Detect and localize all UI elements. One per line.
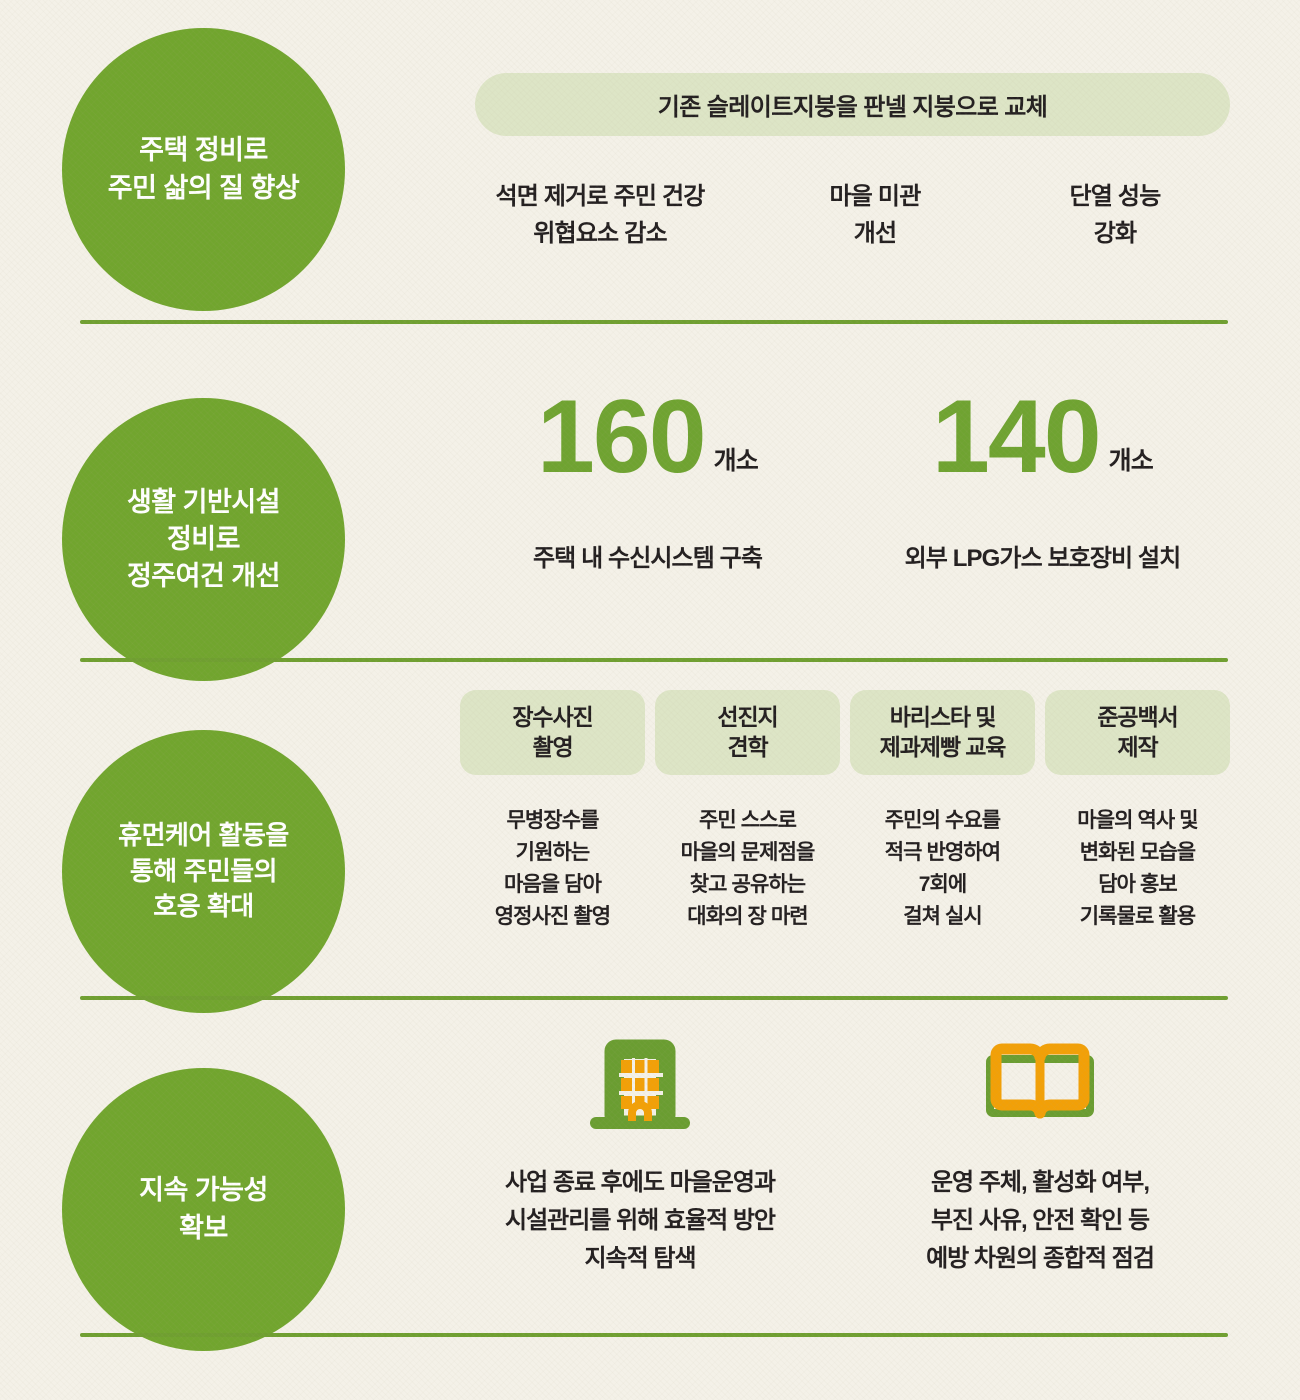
benefit-columns: 석면 제거로 주민 건강 위협요소 감소 마을 미관 개선 단열 성능 강화 xyxy=(440,178,1240,252)
section-human-care: 휴먼케어 활동을 통해 주민들의 호응 확대 장수사진 촬영 무병장수를 기원하는 마음을… xyxy=(0,668,1300,1013)
section-circle-label-4: 지속 가능성 확보 xyxy=(62,1068,345,1351)
section-sustainability: 지속 가능성 확보 xyxy=(0,1006,1300,1400)
activity-card: 장수사진 촬영 무병장수를 기원하는 마음을 담아 영정사진 촬영 xyxy=(460,690,645,933)
sustainability-items: 사업 종료 후에도 마을운영과 시설관리를 위해 효율적 방안 지속적 탐색 xyxy=(440,1034,1240,1278)
section-circle-label-1: 주택 정비로 주민 삶의 질 향상 xyxy=(62,28,345,311)
activity-card-title: 장수사진 촬영 xyxy=(460,690,645,775)
activity-card: 준공백서 제작 마을의 역사 및 변화된 모습을 담아 홍보 기록물로 활용 xyxy=(1045,690,1230,933)
activity-card-title: 바리스타 및 제과제빵 교육 xyxy=(850,690,1035,775)
statistic-number: 160 xyxy=(537,379,707,495)
statistic-description: 주택 내 수신시스템 구축 xyxy=(532,544,763,572)
activity-card-body: 마을의 역사 및 변화된 모습을 담아 홍보 기록물로 활용 xyxy=(1077,809,1198,928)
activity-card-title: 선진지 견학 xyxy=(655,690,840,775)
benefit-item: 석면 제거로 주민 건강 위협요소 감소 xyxy=(495,183,705,248)
row-divider xyxy=(80,996,1228,1000)
activity-card-body: 무병장수를 기원하는 마음을 담아 영정사진 촬영 xyxy=(494,809,611,928)
row-divider xyxy=(80,1333,1228,1337)
activity-card-body: 주민의 수요를 적극 반영하여 7회에 걸쳐 실시 xyxy=(884,809,1001,928)
statistic-value-row: 140 개소 xyxy=(845,379,1240,495)
statistic-value-row: 160 개소 xyxy=(450,379,845,495)
benefit-item: 마을 미관 개선 xyxy=(829,183,922,248)
statistic-item: 160 개소 주택 내 수신시스템 구축 xyxy=(450,379,845,573)
activity-card: 선진지 견학 주민 스스로 마을의 문제점을 찾고 공유하는 대화의 장 마련 xyxy=(655,690,840,933)
open-book-icon xyxy=(980,1034,1100,1134)
section-housing-improvement: 주택 정비로 주민 삶의 질 향상 기존 슬레이트지붕을 판넬 지붕으로 교체 석… xyxy=(0,0,1300,330)
sustainability-text: 사업 종료 후에도 마을운영과 시설관리를 위해 효율적 방안 지속적 탐색 xyxy=(505,1169,776,1272)
statistic-description: 외부 LPG가스 보호장비 설치 xyxy=(904,544,1182,572)
statistic-unit: 개소 xyxy=(713,446,759,475)
section-living-infrastructure: 생활 기반시설 정비로 정주여건 개선 160 개소 주택 내 수신시스템 구축 1… xyxy=(0,330,1300,681)
sustainability-item: 사업 종료 후에도 마을운영과 시설관리를 위해 효율적 방안 지속적 탐색 xyxy=(440,1034,840,1278)
sustainability-item: 운영 주체, 활성화 여부, 부진 사유, 안전 확인 등 예방 차원의 종합적 점… xyxy=(840,1034,1240,1278)
statistic-number: 140 xyxy=(932,379,1102,495)
benefit-item: 단열 성능 강화 xyxy=(1069,183,1162,248)
statistics-group: 160 개소 주택 내 수신시스템 구축 140 개소 외부 LPG가스 보호장… xyxy=(450,379,1240,573)
section-circle-label-3: 휴먼케어 활동을 통해 주민들의 호응 확대 xyxy=(62,730,345,1013)
banner-roof-replacement: 기존 슬레이트지붕을 판넬 지붕으로 교체 xyxy=(475,73,1230,136)
activity-card-body: 주민 스스로 마을의 문제점을 찾고 공유하는 대화의 장 마련 xyxy=(680,809,816,928)
statistic-item: 140 개소 외부 LPG가스 보호장비 설치 xyxy=(845,379,1240,573)
section-circle-label-2: 생활 기반시설 정비로 정주여건 개선 xyxy=(62,398,345,681)
building-icon xyxy=(588,1034,692,1134)
activity-card-title: 준공백서 제작 xyxy=(1045,690,1230,775)
statistic-unit: 개소 xyxy=(1108,446,1154,475)
activity-card: 바리스타 및 제과제빵 교육 주민의 수요를 적극 반영하여 7회에 걸쳐 실시 xyxy=(850,690,1035,933)
activity-cards: 장수사진 촬영 무병장수를 기원하는 마음을 담아 영정사진 촬영 선진지 견학 주민 스… xyxy=(460,690,1230,933)
row-divider xyxy=(80,320,1228,324)
row-divider xyxy=(80,658,1228,662)
sustainability-text: 운영 주체, 활성화 여부, 부진 사유, 안전 확인 등 예방 차원의 종합적 점… xyxy=(926,1169,1155,1272)
